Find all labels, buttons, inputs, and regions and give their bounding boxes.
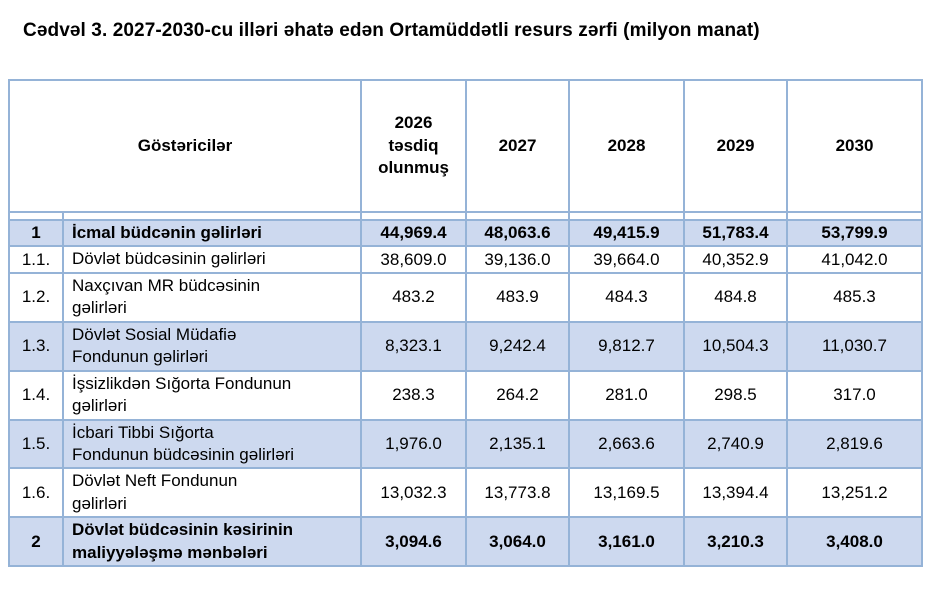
- table-row: 1.3. Dövlət Sosial Müdafiə Fondunun gəli…: [8, 320, 923, 372]
- column-header-indicators: Göstəricilər: [8, 79, 362, 213]
- value-cell: 51,783.4: [683, 218, 788, 248]
- value-cell: 48,063.6: [465, 218, 570, 248]
- value-cell: 41,042.0: [786, 245, 923, 274]
- table-row: 2 Dövlət büdcəsinin kəsirinin maliyyələş…: [8, 516, 923, 568]
- row-number-cell: 1.3.: [8, 320, 64, 372]
- value-cell: 13,251.2: [786, 467, 923, 519]
- table-row: 1.2. Naxçıvan MR büdcəsinin gəlirləri 48…: [8, 271, 923, 323]
- value-cell: 2,740.9: [683, 418, 788, 470]
- value-cell: 40,352.9: [683, 245, 788, 274]
- table-row: 1.4. İşsizlikdən Sığorta Fondunun gəlirl…: [8, 369, 923, 421]
- value-cell: 483.9: [465, 271, 570, 323]
- row-number-cell: 1.4.: [8, 369, 64, 421]
- indicator-name-cell: Dövlət büdcəsinin kəsirinin maliyyələşmə…: [62, 516, 362, 568]
- spacer-cell: [568, 211, 685, 221]
- value-cell: 9,812.7: [568, 320, 685, 372]
- spacer-cell: [683, 211, 788, 221]
- value-cell: 49,415.9: [568, 218, 685, 248]
- spacer-cell: [360, 211, 467, 221]
- indicator-name-cell: Naxçıvan MR büdcəsinin gəlirləri: [62, 271, 362, 323]
- value-cell: 39,136.0: [465, 245, 570, 274]
- value-cell: 39,664.0: [568, 245, 685, 274]
- row-number-cell: 1: [8, 218, 64, 248]
- indicator-name-cell: Dövlət Sosial Müdafiə Fondunun gəlirləri: [62, 320, 362, 372]
- indicator-name-cell: Dövlət Neft Fondunun gəlirləri: [62, 467, 362, 519]
- spacer-cell: [8, 211, 64, 221]
- value-cell: 2,819.6: [786, 418, 923, 470]
- row-number-cell: 1.2.: [8, 271, 64, 323]
- value-cell: 3,210.3: [683, 516, 788, 568]
- indicator-name-cell: İcbari Tibbi Sığorta Fondunun büdcəsinin…: [62, 418, 362, 470]
- value-cell: 2,663.6: [568, 418, 685, 470]
- value-cell: 264.2: [465, 369, 570, 421]
- value-cell: 317.0: [786, 369, 923, 421]
- table-row: 1.6. Dövlət Neft Fondunun gəlirləri 13,0…: [8, 467, 923, 519]
- column-header-2026-approved: 2026 təsdiq olunmuş: [360, 79, 467, 213]
- value-cell: 53,799.9: [786, 218, 923, 248]
- row-number-cell: 1.1.: [8, 245, 64, 274]
- value-cell: 11,030.7: [786, 320, 923, 372]
- value-cell: 13,032.3: [360, 467, 467, 519]
- table-row: 1.5. İcbari Tibbi Sığorta Fondunun büdcə…: [8, 418, 923, 470]
- page-title: Cədvəl 3. 2027-2030-cu illəri əhatə edən…: [23, 20, 760, 41]
- column-header-2028: 2028: [568, 79, 685, 213]
- column-header-2027: 2027: [465, 79, 570, 213]
- value-cell: 44,969.4: [360, 218, 467, 248]
- value-cell: 1,976.0: [360, 418, 467, 470]
- value-cell: 9,242.4: [465, 320, 570, 372]
- value-cell: 13,394.4: [683, 467, 788, 519]
- value-cell: 3,064.0: [465, 516, 570, 568]
- column-header-2030: 2030: [786, 79, 923, 213]
- spacer-cell: [62, 211, 362, 221]
- column-header-2029: 2029: [683, 79, 788, 213]
- value-cell: 38,609.0: [360, 245, 467, 274]
- value-cell: 298.5: [683, 369, 788, 421]
- value-cell: 10,504.3: [683, 320, 788, 372]
- indicator-name-cell: İşsizlikdən Sığorta Fondunun gəlirləri: [62, 369, 362, 421]
- table-header-row: Göstəricilər 2026 təsdiq olunmuş 2027 20…: [8, 79, 923, 213]
- value-cell: 238.3: [360, 369, 467, 421]
- value-cell: 2,135.1: [465, 418, 570, 470]
- table-row: 1.1. Dövlət büdcəsinin gəlirləri 38,609.…: [8, 245, 923, 274]
- row-number-cell: 2: [8, 516, 64, 568]
- indicator-name-cell: Dövlət büdcəsinin gəlirləri: [62, 245, 362, 274]
- value-cell: 484.8: [683, 271, 788, 323]
- table-row: 1 İcmal büdcənin gəlirləri 44,969.4 48,0…: [8, 218, 923, 248]
- value-cell: 484.3: [568, 271, 685, 323]
- value-cell: 3,161.0: [568, 516, 685, 568]
- spacer-cell: [786, 211, 923, 221]
- value-cell: 3,094.6: [360, 516, 467, 568]
- value-cell: 13,773.8: [465, 467, 570, 519]
- row-number-cell: 1.6.: [8, 467, 64, 519]
- spacer-cell: [465, 211, 570, 221]
- value-cell: 8,323.1: [360, 320, 467, 372]
- row-number-cell: 1.5.: [8, 418, 64, 470]
- value-cell: 485.3: [786, 271, 923, 323]
- value-cell: 281.0: [568, 369, 685, 421]
- resource-envelope-table: Göstəricilər 2026 təsdiq olunmuş 2027 20…: [8, 79, 923, 568]
- value-cell: 3,408.0: [786, 516, 923, 568]
- value-cell: 13,169.5: [568, 467, 685, 519]
- header-body-divider: [8, 211, 923, 221]
- indicator-name-cell: İcmal büdcənin gəlirləri: [62, 218, 362, 248]
- value-cell: 483.2: [360, 271, 467, 323]
